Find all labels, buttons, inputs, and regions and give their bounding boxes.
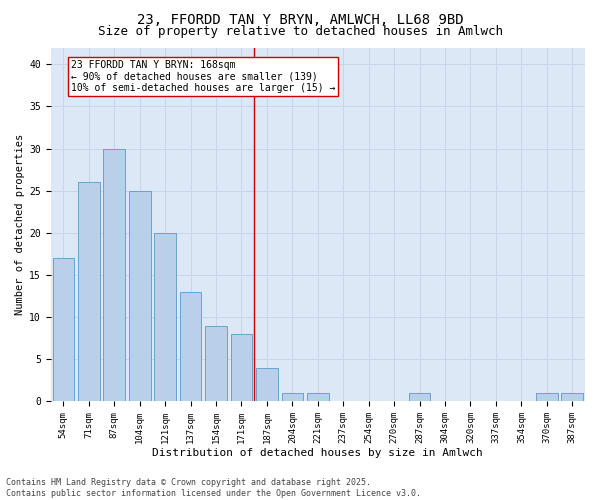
X-axis label: Distribution of detached houses by size in Amlwch: Distribution of detached houses by size …: [152, 448, 483, 458]
Bar: [307, 393, 329, 402]
Text: Contains HM Land Registry data © Crown copyright and database right 2025.
Contai: Contains HM Land Registry data © Crown c…: [6, 478, 421, 498]
Bar: [409, 393, 430, 402]
Text: Size of property relative to detached houses in Amlwch: Size of property relative to detached ho…: [97, 25, 503, 38]
Bar: [281, 393, 303, 402]
Bar: [103, 148, 125, 402]
Bar: [536, 393, 557, 402]
Text: 23, FFORDD TAN Y BRYN, AMLWCH, LL68 9BD: 23, FFORDD TAN Y BRYN, AMLWCH, LL68 9BD: [137, 12, 463, 26]
Bar: [256, 368, 278, 402]
Bar: [180, 292, 202, 402]
Y-axis label: Number of detached properties: Number of detached properties: [15, 134, 25, 315]
Bar: [230, 334, 252, 402]
Bar: [78, 182, 100, 402]
Bar: [53, 258, 74, 402]
Bar: [562, 393, 583, 402]
Bar: [154, 233, 176, 402]
Bar: [205, 326, 227, 402]
Text: 23 FFORDD TAN Y BRYN: 168sqm
← 90% of detached houses are smaller (139)
10% of s: 23 FFORDD TAN Y BRYN: 168sqm ← 90% of de…: [71, 60, 335, 94]
Bar: [129, 190, 151, 402]
